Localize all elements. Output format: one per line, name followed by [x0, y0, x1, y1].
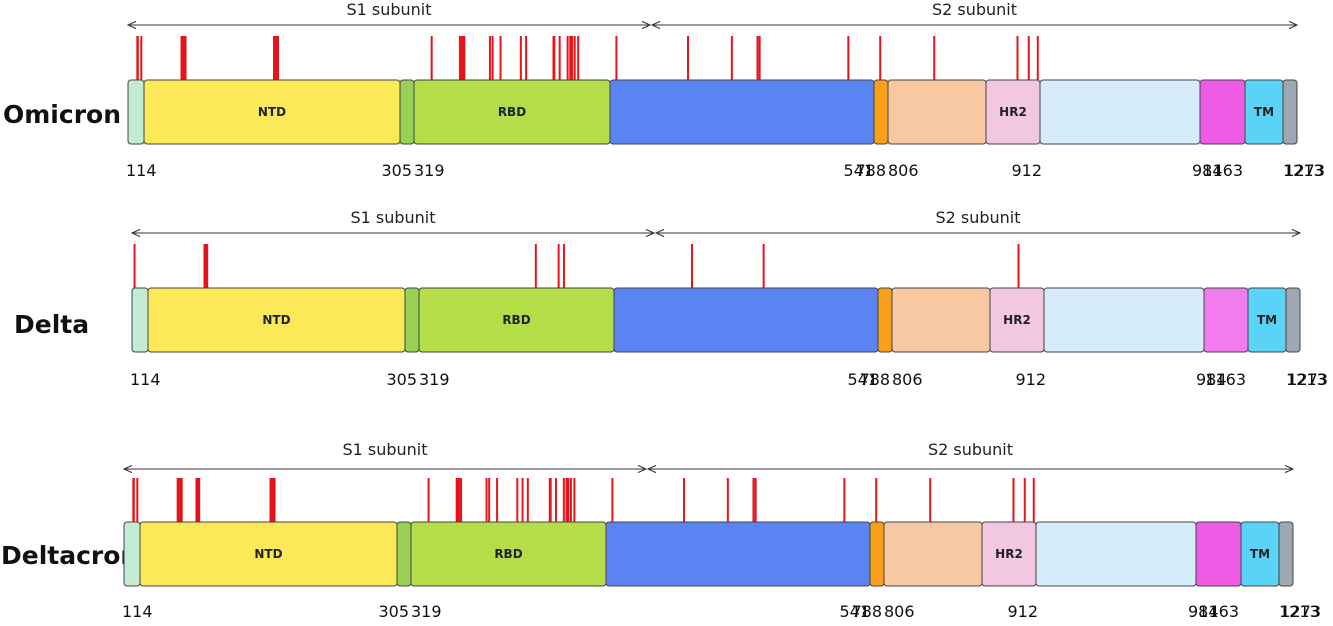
position-label: 984: [1188, 602, 1219, 621]
position-label: 305: [386, 370, 417, 389]
domain-label-ntd: NTD: [254, 547, 282, 561]
position-label: 788: [859, 370, 890, 389]
position-label: 541: [839, 602, 870, 621]
domain-hr1: [891, 287, 991, 353]
position-label: 1163: [1202, 161, 1243, 180]
position-label: 319: [414, 161, 445, 180]
domain-label-rbd: RBD: [494, 547, 522, 561]
domain-hr1: [883, 521, 983, 587]
domain-ch: [1043, 287, 1205, 353]
domain-fp: [869, 521, 885, 587]
domain-label-hr2: HR2: [999, 105, 1027, 119]
domain-fp: [873, 79, 889, 145]
domain-link1: [399, 79, 415, 145]
position-label: 305: [378, 602, 409, 621]
domain-cd: [1195, 521, 1242, 587]
position-label: 1163: [1198, 602, 1239, 621]
s2-subunit-label: S2 subunit: [928, 440, 1013, 459]
domain-label-hr2: HR2: [995, 547, 1023, 561]
position-label: 1273: [1280, 602, 1321, 621]
position-label: 1213: [1279, 602, 1320, 621]
variant-label: Delta: [14, 310, 89, 339]
position-label: 806: [884, 602, 915, 621]
domain-link1: [396, 521, 412, 587]
position-label: 541: [847, 370, 878, 389]
mutation-markers: [133, 244, 1020, 288]
domain-sd: [613, 287, 879, 353]
domain-ch: [1035, 521, 1197, 587]
domain-label-ntd: NTD: [258, 105, 286, 119]
position-label: 806: [892, 370, 923, 389]
position-label: 541: [843, 161, 874, 180]
domain-ct: [1282, 79, 1298, 145]
position-label: 912: [1007, 602, 1038, 621]
position-label: 319: [411, 602, 442, 621]
domain-sd: [605, 521, 871, 587]
variant-row-omicron: Omicron S1 subunit S2 subunit NTD RBD HR2 TM 11…: [3, 0, 1325, 180]
domain-label-rbd: RBD: [502, 313, 530, 327]
position-label: 984: [1196, 370, 1227, 389]
s1-subunit-label: S1 subunit: [350, 208, 435, 227]
variant-row-delta: Delta S1 subunit S2 subunit NTD RBD HR2 TM 114 3…: [14, 208, 1328, 389]
position-label: 788: [855, 161, 886, 180]
domain-label-tm: TM: [1254, 105, 1274, 119]
position-label: 788: [851, 602, 882, 621]
position-label: 1213: [1283, 161, 1324, 180]
position-label: 806: [888, 161, 919, 180]
variant-row-deltacron: Deltacron S1 subunit S2 subunit NTD RBD HR2 TM…: [1, 440, 1321, 621]
mutation-markers: [132, 478, 1035, 522]
s2-subunit-label: S2 subunit: [935, 208, 1020, 227]
domain-link1: [404, 287, 420, 353]
position-label: 912: [1015, 370, 1046, 389]
domain-d114: [127, 79, 145, 145]
position-label: 1273: [1284, 161, 1325, 180]
position-label: 114: [122, 602, 153, 621]
domain-label-hr2: HR2: [1003, 313, 1031, 327]
variant-label: Deltacron: [1, 541, 138, 570]
domain-ct: [1278, 521, 1294, 587]
domain-label-tm: TM: [1257, 313, 1277, 327]
mutation-markers: [136, 36, 1039, 80]
position-label: 114: [126, 161, 157, 180]
domain-ct: [1285, 287, 1301, 353]
domain-cd: [1199, 79, 1246, 145]
position-label: 1213: [1286, 370, 1327, 389]
domain-d114: [123, 521, 141, 587]
domain-ch: [1039, 79, 1201, 145]
domain-label-ntd: NTD: [262, 313, 290, 327]
domain-cd: [1203, 287, 1249, 353]
domain-hr1: [887, 79, 987, 145]
s1-subunit-label: S1 subunit: [346, 0, 431, 19]
s2-subunit-label: S2 subunit: [932, 0, 1017, 19]
position-label: 912: [1011, 161, 1042, 180]
domain-fp: [877, 287, 893, 353]
domain-sd: [609, 79, 875, 145]
domain-label-tm: TM: [1250, 547, 1270, 561]
position-label: 984: [1192, 161, 1223, 180]
variant-label: Omicron: [3, 100, 121, 129]
position-label: 1273: [1287, 370, 1328, 389]
position-label: 1163: [1205, 370, 1246, 389]
position-label: 114: [130, 370, 161, 389]
s1-subunit-label: S1 subunit: [342, 440, 427, 459]
domain-d114: [131, 287, 149, 353]
domain-label-rbd: RBD: [498, 105, 526, 119]
position-label: 305: [381, 161, 412, 180]
position-label: 319: [419, 370, 450, 389]
